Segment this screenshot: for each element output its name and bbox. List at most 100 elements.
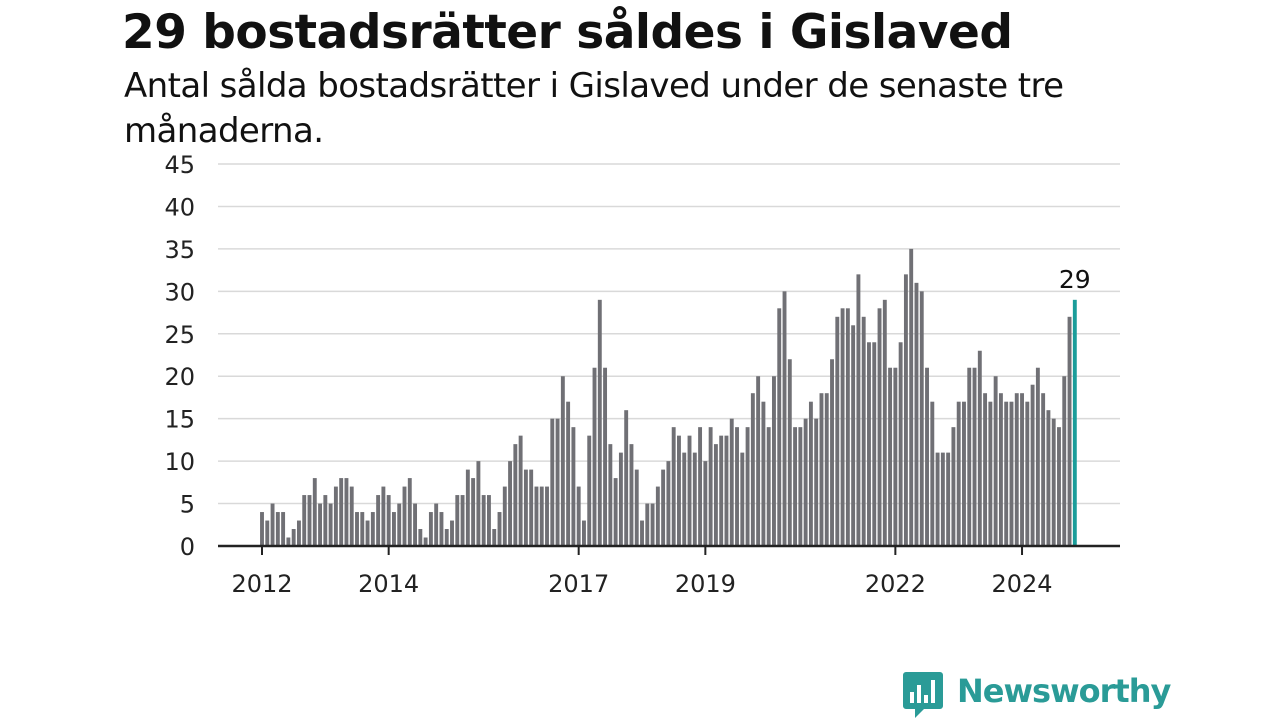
bar	[407, 478, 412, 546]
bar	[1062, 376, 1067, 546]
bar	[471, 478, 476, 546]
y-tick-label: 35	[164, 236, 195, 264]
bar	[835, 316, 840, 546]
bar	[882, 299, 887, 546]
bar	[355, 512, 359, 546]
y-tick-label: 20	[164, 363, 195, 391]
bar	[935, 452, 940, 546]
bar	[539, 486, 544, 546]
bar	[824, 393, 829, 546]
newsworthy-logo: Newsworthy	[902, 668, 1171, 720]
x-tick-label: 2022	[865, 570, 926, 598]
bar	[1057, 427, 1061, 546]
bar	[740, 452, 745, 546]
bar	[286, 537, 291, 546]
bar	[439, 512, 444, 546]
bar	[808, 401, 813, 546]
bar	[555, 418, 560, 546]
bar	[872, 342, 877, 546]
bar	[787, 359, 792, 546]
bar	[497, 512, 502, 546]
bar	[735, 427, 739, 546]
bar	[613, 478, 618, 546]
bar	[423, 537, 428, 546]
bar	[1067, 316, 1072, 546]
bar	[861, 316, 866, 546]
bar	[534, 486, 539, 546]
bar	[260, 512, 264, 546]
bar	[333, 486, 338, 546]
bar	[655, 486, 660, 546]
bar	[930, 401, 935, 546]
bar	[476, 461, 481, 546]
bar	[1035, 367, 1040, 546]
bar	[713, 444, 718, 546]
bar	[296, 520, 301, 546]
bar	[640, 520, 644, 546]
bar	[962, 401, 966, 546]
bar	[629, 444, 634, 546]
bar	[291, 529, 296, 546]
bar	[455, 495, 460, 546]
bar	[1009, 401, 1014, 546]
bar	[1014, 393, 1019, 546]
bar	[819, 393, 824, 546]
bar	[550, 418, 555, 546]
chart-subtitle: Antal sålda bostadsrätter i Gislaved und…	[124, 66, 1064, 151]
y-tick-label: 0	[180, 533, 195, 561]
bar	[798, 427, 803, 546]
bar	[856, 274, 861, 546]
y-tick-label: 30	[164, 278, 195, 306]
bar	[487, 495, 491, 546]
y-tick-label: 10	[164, 448, 195, 476]
bar	[766, 427, 771, 546]
bar	[376, 495, 381, 546]
bar	[492, 529, 497, 546]
bar	[1020, 393, 1024, 546]
bar	[603, 367, 608, 546]
bar	[750, 393, 755, 546]
bar	[618, 452, 623, 546]
bar	[275, 512, 280, 546]
y-tick-label: 15	[164, 406, 195, 434]
bar	[281, 512, 286, 546]
bar	[270, 503, 275, 546]
bar	[650, 503, 655, 546]
bar	[803, 418, 808, 546]
bar	[592, 367, 597, 546]
bar	[576, 486, 581, 546]
bar	[893, 367, 898, 546]
bar	[587, 435, 592, 546]
bar	[703, 461, 708, 546]
bar	[418, 529, 423, 546]
bar	[956, 401, 961, 546]
bar	[1030, 384, 1035, 546]
y-tick-label: 25	[164, 321, 195, 349]
y-tick-label: 5	[180, 491, 195, 519]
bar	[745, 427, 750, 546]
x-tick-label: 2019	[675, 570, 736, 598]
x-tick-label: 2012	[231, 570, 292, 598]
bar	[328, 503, 333, 546]
bar	[413, 503, 418, 546]
bar	[888, 367, 893, 546]
bar	[777, 308, 782, 546]
bar	[645, 503, 650, 546]
chart-title: 29 bostadsrätter såldes i Gislaved	[122, 5, 1013, 60]
bar	[951, 427, 956, 546]
bar	[988, 401, 993, 546]
x-tick-label: 2014	[358, 570, 419, 598]
newsworthy-logo-icon	[903, 672, 943, 718]
bar	[851, 325, 856, 546]
bar	[465, 469, 470, 546]
bar	[481, 495, 486, 546]
bar	[946, 452, 951, 546]
bar	[349, 486, 354, 546]
bar	[845, 308, 850, 546]
bar	[344, 478, 349, 546]
y-tick-label: 45	[164, 151, 195, 179]
bar	[793, 427, 798, 546]
bar	[307, 495, 312, 546]
bar	[381, 486, 386, 546]
bar	[339, 478, 344, 546]
